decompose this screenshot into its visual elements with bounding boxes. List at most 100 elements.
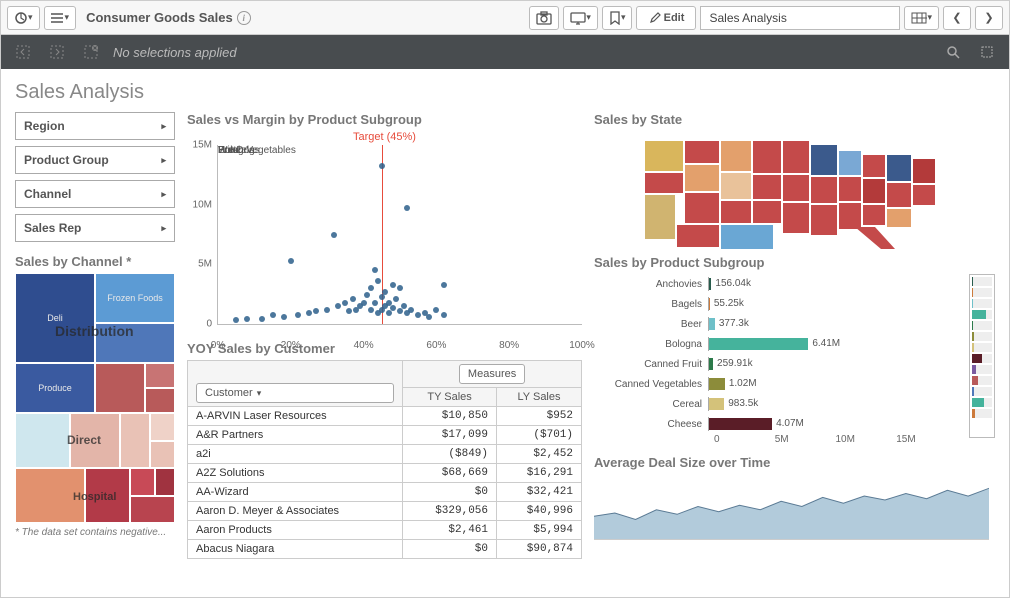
filter-sales-rep[interactable]: Sales Rep▸ (15, 214, 175, 242)
selections-tool-button[interactable] (975, 40, 999, 64)
scatter-point[interactable] (386, 310, 392, 316)
treemap-cell[interactable] (70, 413, 120, 468)
scatter-point[interactable] (313, 308, 319, 314)
scatter-point[interactable] (441, 312, 447, 318)
bookmark-button[interactable]: ▾ (602, 6, 633, 30)
treemap-cell[interactable] (145, 363, 175, 388)
scatter-point[interactable] (382, 289, 388, 295)
snapshot-button[interactable] (529, 6, 559, 30)
table-row[interactable]: AA-Wizard$0$32,421 (188, 483, 582, 502)
scatter-point[interactable] (281, 314, 287, 320)
col-ly-sales[interactable]: LY Sales (497, 388, 582, 407)
treemap-cell[interactable] (150, 441, 175, 468)
bar-row[interactable]: Bagels55.25k (598, 294, 957, 314)
table-row[interactable]: a2i($849)$2,452 (188, 445, 582, 464)
bar-minimap[interactable] (969, 274, 995, 438)
treemap-cell[interactable] (150, 413, 175, 441)
filter-product-group[interactable]: Product Group▸ (15, 146, 175, 174)
bar-row[interactable]: Beer377.3k (598, 314, 957, 334)
scatter-point[interactable] (288, 258, 294, 264)
scatter-point[interactable] (390, 282, 396, 288)
table-row[interactable]: A-ARVIN Laser Resources$10,850$952 (188, 407, 582, 426)
scatter-point[interactable] (270, 312, 276, 318)
prev-sheet-button[interactable]: ❮ (943, 6, 971, 30)
bar-row[interactable]: Cereal983.5k (598, 394, 957, 414)
scatter-point[interactable] (259, 316, 265, 322)
scatter-point[interactable] (404, 205, 410, 211)
subgroup-bar-chart[interactable]: Anchovies156.04kBagels55.25kBeer377.3kBo… (598, 274, 989, 445)
search-button[interactable] (941, 40, 965, 64)
bar-row[interactable]: Cheese4.07M (598, 414, 957, 434)
scatter-point[interactable] (372, 267, 378, 273)
list-menu-button[interactable]: ▾ (44, 6, 77, 30)
scatter-point[interactable] (415, 312, 421, 318)
treemap-cell[interactable]: Deli (15, 273, 95, 363)
edit-button[interactable]: Edit (636, 6, 696, 30)
treemap-cell[interactable] (95, 323, 175, 363)
scatter-point[interactable] (335, 303, 341, 309)
treemap-cell[interactable]: Produce (15, 363, 95, 413)
nav-menu-button[interactable]: ▾ (7, 6, 40, 30)
customer-dimension-dropdown[interactable]: Customer ▾ (196, 383, 394, 403)
scatter-point[interactable] (368, 285, 374, 291)
treemap-cell[interactable] (130, 468, 155, 496)
scatter-point[interactable] (441, 282, 447, 288)
scatter-point[interactable] (375, 278, 381, 284)
table-row[interactable]: A2Z Solutions$68,669$16,291 (188, 464, 582, 483)
scatter-point[interactable] (331, 232, 337, 238)
treemap-cell[interactable] (145, 388, 175, 413)
scatter-point[interactable] (233, 317, 239, 323)
treemap-cell[interactable] (15, 468, 85, 523)
storytelling-button[interactable]: ▾ (563, 6, 598, 30)
scatter-point[interactable] (372, 300, 378, 306)
yoy-table[interactable]: Customer ▾ Measures TY Sales LY Sales A-… (187, 360, 582, 559)
selection-back-button[interactable] (11, 40, 35, 64)
scatter-point[interactable] (426, 314, 432, 320)
col-ty-sales[interactable]: TY Sales (403, 388, 497, 407)
treemap-cell[interactable] (15, 413, 70, 468)
table-row[interactable]: Abacus Niagara$0$90,874 (188, 540, 582, 559)
scatter-point[interactable] (306, 310, 312, 316)
next-sheet-button[interactable]: ❯ (975, 6, 1003, 30)
scatter-point[interactable] (433, 307, 439, 313)
treemap-cell[interactable] (120, 413, 150, 468)
scatter-point[interactable] (295, 312, 301, 318)
filter-channel[interactable]: Channel▸ (15, 180, 175, 208)
treemap-cell[interactable]: Frozen Foods (95, 273, 175, 323)
scatter-point[interactable] (397, 308, 403, 314)
info-icon[interactable]: i (237, 11, 251, 25)
bar-row[interactable]: Canned Vegetables1.02M (598, 374, 957, 394)
channel-treemap[interactable]: DeliFrozen FoodsProduceDistributionDirec… (15, 273, 175, 523)
scatter-point[interactable] (379, 294, 385, 300)
us-map-chart[interactable] (594, 131, 989, 251)
scatter-point[interactable] (408, 307, 414, 313)
scatter-point[interactable] (324, 307, 330, 313)
scatter-point[interactable] (397, 285, 403, 291)
bar-row[interactable]: Anchovies156.04k (598, 274, 957, 294)
scatter-point[interactable] (379, 163, 385, 169)
scatter-chart[interactable]: 05M10M15M 0%20%40%60%80%100% Fresh Veget… (217, 145, 582, 325)
scatter-point[interactable] (350, 296, 356, 302)
scatter-point[interactable] (401, 303, 407, 309)
treemap-cell[interactable] (130, 496, 175, 523)
treemap-cell[interactable] (155, 468, 175, 496)
sheets-panel-button[interactable]: ▾ (904, 6, 939, 30)
filter-region[interactable]: Region▸ (15, 112, 175, 140)
scatter-point[interactable] (346, 308, 352, 314)
deal-area-chart[interactable] (594, 474, 989, 540)
clear-selections-button[interactable] (79, 40, 103, 64)
scatter-point[interactable] (390, 305, 396, 311)
measures-dropdown[interactable]: Measures (459, 364, 525, 384)
treemap-cell[interactable] (95, 363, 145, 413)
selection-forward-button[interactable] (45, 40, 69, 64)
sheet-selector[interactable]: Sales Analysis (700, 6, 900, 30)
table-row[interactable]: Aaron D. Meyer & Associates$329,056$40,9… (188, 502, 582, 521)
scatter-point[interactable] (361, 300, 367, 306)
treemap-cell[interactable] (85, 468, 130, 523)
scatter-point[interactable] (342, 300, 348, 306)
bar-row[interactable]: Bologna6.41M (598, 334, 957, 354)
bar-row[interactable]: Canned Fruit259.91k (598, 354, 957, 374)
scatter-point[interactable] (393, 296, 399, 302)
scatter-point[interactable] (364, 292, 370, 298)
scatter-point[interactable] (244, 316, 250, 322)
